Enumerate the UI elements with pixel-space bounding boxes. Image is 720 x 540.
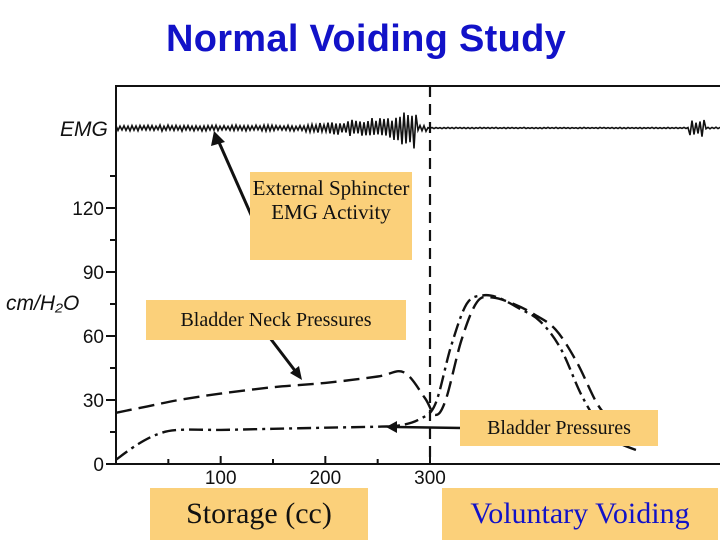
emg-label: EMG (60, 118, 108, 141)
x-tick-label: 300 (414, 468, 446, 489)
x-tick-label: 100 (205, 468, 237, 489)
callout-bladder-pressures: Bladder Pressures (460, 410, 658, 446)
plot-frame (115, 85, 720, 465)
arrow-emg (216, 139, 258, 227)
emg-signal (115, 112, 720, 149)
emg-trace (115, 112, 720, 149)
y-tick-label: 0 (93, 455, 104, 476)
y-tick-label: 120 (72, 199, 104, 220)
x-tick-label: 200 (309, 468, 341, 489)
y-tick-label: 90 (83, 263, 104, 284)
callout-storage: Storage (cc) (150, 488, 368, 540)
arrow-bladder (395, 425, 463, 430)
arrow-neck-head (290, 366, 302, 380)
arrows (211, 131, 463, 433)
callout-bladder-neck: Bladder Neck Pressures (146, 300, 406, 340)
series-line-bladder (115, 293, 640, 461)
callout-emg-activity: External Sphincter EMG Activity (250, 172, 412, 260)
y-axis-label: cm/H₂O (6, 292, 79, 315)
arrow-neck (268, 337, 298, 373)
arrow-emg-head (211, 131, 225, 146)
arrow-bladder-head (386, 421, 397, 433)
axis-ticks: 0 30 60 90 120 100 200 300 (72, 175, 446, 489)
callout-voluntary-voiding: Voluntary Voiding (442, 488, 718, 540)
page-title: Normal Voiding Study (165, 18, 567, 60)
y-tick-label: 30 (83, 391, 104, 412)
series-line-bladder-neck (115, 295, 640, 432)
y-tick-label: 60 (83, 327, 104, 348)
